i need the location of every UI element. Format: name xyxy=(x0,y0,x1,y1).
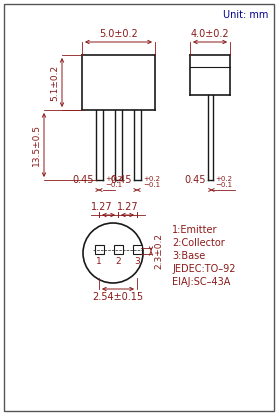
Text: Unit: mm: Unit: mm xyxy=(223,10,268,20)
Text: 3: 3 xyxy=(134,257,140,266)
Bar xyxy=(133,245,142,254)
Text: −0.1: −0.1 xyxy=(105,182,123,188)
Text: 5.0±0.2: 5.0±0.2 xyxy=(99,29,138,39)
Text: 2:Collector: 2:Collector xyxy=(172,238,225,248)
Text: −0.1: −0.1 xyxy=(215,182,233,188)
Text: +0.2: +0.2 xyxy=(215,176,232,182)
Text: 2.54±0.15: 2.54±0.15 xyxy=(93,292,143,302)
Bar xyxy=(95,245,104,254)
Text: 2: 2 xyxy=(115,257,121,266)
Text: 4.0±0.2: 4.0±0.2 xyxy=(191,29,229,39)
Text: +0.2: +0.2 xyxy=(143,176,160,182)
Text: 3:Base: 3:Base xyxy=(172,251,205,261)
Text: −0.1: −0.1 xyxy=(143,182,161,188)
Text: 0.45: 0.45 xyxy=(110,175,131,185)
Text: EIAJ:SC–43A: EIAJ:SC–43A xyxy=(172,277,230,287)
Text: 5.1±0.2: 5.1±0.2 xyxy=(50,64,59,100)
Text: 0.45: 0.45 xyxy=(184,175,205,185)
Text: 1: 1 xyxy=(96,257,102,266)
Text: 1.27: 1.27 xyxy=(91,202,113,212)
Text: 13.5±0.5: 13.5±0.5 xyxy=(32,124,41,166)
Text: +0.2: +0.2 xyxy=(105,176,123,182)
Text: 1:Emitter: 1:Emitter xyxy=(172,225,217,235)
Text: 2.3±0.2: 2.3±0.2 xyxy=(154,233,163,269)
Text: 1.27: 1.27 xyxy=(117,202,138,212)
Text: 0.45: 0.45 xyxy=(72,175,93,185)
Bar xyxy=(114,245,123,254)
Text: JEDEC:TO–92: JEDEC:TO–92 xyxy=(172,264,235,274)
